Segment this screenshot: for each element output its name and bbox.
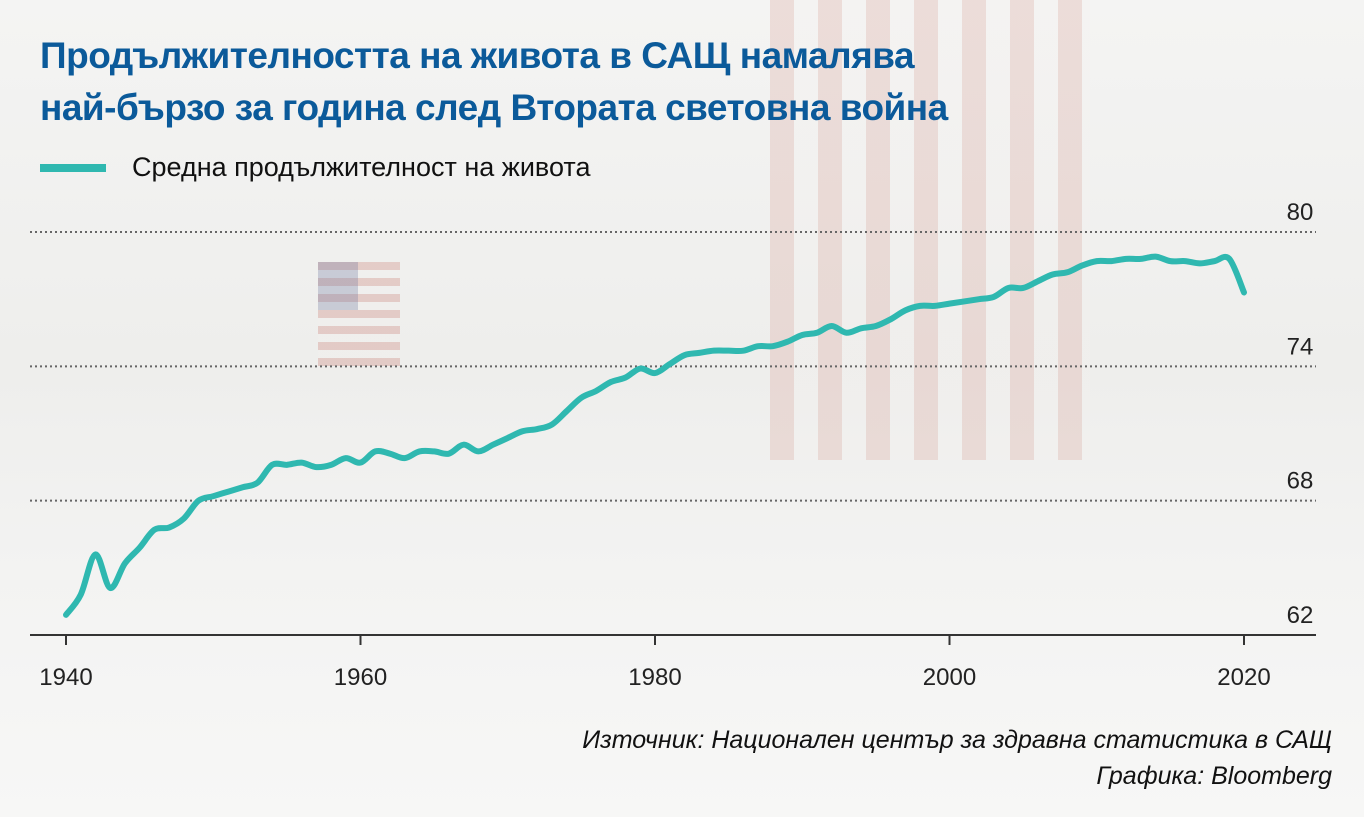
y-tick-label: 68 <box>1287 468 1314 495</box>
background-photo-small-flag <box>318 262 400 370</box>
x-tick-label: 2000 <box>923 664 976 691</box>
title-line-1: Продължителността на живота в САЩ намаля… <box>40 35 915 76</box>
x-tick-label: 1940 <box>39 664 92 691</box>
y-tick-label: 62 <box>1287 602 1314 629</box>
title-line-2: най-бързо за година след Втората световн… <box>40 87 948 128</box>
y-tick-label: 80 <box>1287 199 1314 226</box>
x-tick-label: 1980 <box>628 664 681 691</box>
y-tick-label: 74 <box>1287 333 1314 360</box>
source-note: Източник: Национален център за здравна с… <box>582 726 1332 754</box>
series-line <box>63 253 1247 618</box>
legend-swatch <box>40 163 106 172</box>
footer: Източник: Национален център за здравна с… <box>582 722 1332 794</box>
legend-label: Средна продължителност на живота <box>132 152 591 182</box>
legend: Средна продължителност на живота <box>40 152 590 183</box>
x-tick-label: 2020 <box>1217 664 1270 691</box>
chart-title: Продължителността на живота в САЩ намаля… <box>40 30 948 134</box>
background-photo-flag <box>770 0 1090 460</box>
credit-note: Графика: Bloomberg <box>1096 762 1332 790</box>
x-tick-label: 1960 <box>334 664 387 691</box>
